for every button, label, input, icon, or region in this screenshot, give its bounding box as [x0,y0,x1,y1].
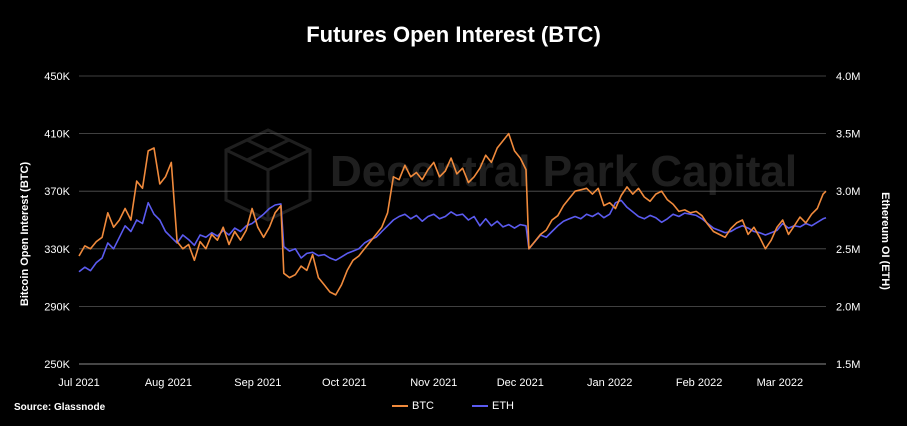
series-line-eth [78,199,827,273]
x-tick-label: Jan 2022 [587,377,632,389]
y-left-tick-label: 370K [44,186,70,198]
legend-swatch-eth [472,405,488,407]
series-lines [78,132,827,296]
grid [79,75,826,365]
y-right-tick-label: 2.0M [836,301,860,313]
legend-label-btc: BTC [412,400,434,412]
watermark-logo-icon [224,128,312,222]
x-tick-label: Feb 2022 [676,377,722,389]
x-tick-label: Mar 2022 [757,377,803,389]
y-left-tick-label: 290K [44,301,70,313]
watermark-text: Decentral Park Capital [330,147,797,196]
y-right-tick-label: 1.5M [836,359,860,371]
legend-item-btc: BTC [392,400,434,412]
y-axis-left-ticks: 250K 290K 330K 370K 410K 450K [44,71,70,371]
x-tick-label: Jul 2021 [58,377,100,389]
y-left-tick-label: 250K [44,359,70,371]
chart-title: Futures Open Interest (BTC) [306,22,601,47]
legend-swatch-btc [392,405,408,407]
x-tick-label: Dec 2021 [497,377,544,389]
y-axis-left-label: Bitcoin Open Interest (BTC) [19,162,31,307]
y-axis-right-label: Ethereum OI (ETH) [879,192,891,290]
y-right-tick-label: 2.5M [836,244,860,256]
series-line-btc [78,132,827,296]
y-right-tick-label: 4.0M [836,71,860,83]
x-axis-ticks: Jul 2021 Aug 2021 Sep 2021 Oct 2021 Nov 2021… [58,377,803,389]
y-left-tick-label: 410K [44,129,70,141]
y-left-tick-label: 330K [44,244,70,256]
source-note: Source: Glassnode [14,402,106,413]
y-right-tick-label: 3.0M [836,186,860,198]
legend-item-eth: ETH [472,400,514,412]
x-tick-label: Aug 2021 [145,377,192,389]
legend-label-eth: ETH [492,400,514,412]
x-tick-label: Oct 2021 [322,377,367,389]
y-left-tick-label: 450K [44,71,70,83]
x-tick-label: Sep 2021 [234,377,281,389]
y-axis-right-ticks: 1.5M 2.0M 2.5M 3.0M 3.5M 4.0M [836,71,860,371]
x-tick-label: Nov 2021 [410,377,457,389]
legend: BTC ETH [392,400,514,412]
y-right-tick-label: 3.5M [836,129,860,141]
